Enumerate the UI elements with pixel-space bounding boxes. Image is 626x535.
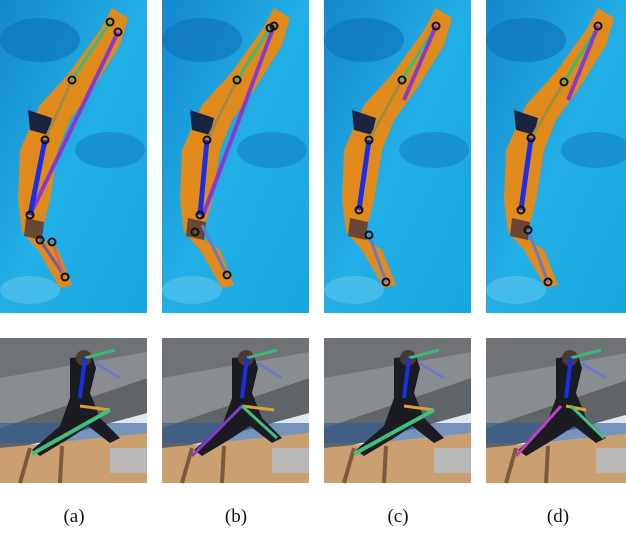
figure: (a) (b) (c) (d)	[0, 0, 626, 535]
caption: (a)	[24, 506, 124, 528]
caption: (c)	[348, 506, 448, 528]
caption: (d)	[508, 506, 608, 528]
caption: (b)	[186, 506, 286, 528]
figure-panels	[0, 0, 626, 500]
